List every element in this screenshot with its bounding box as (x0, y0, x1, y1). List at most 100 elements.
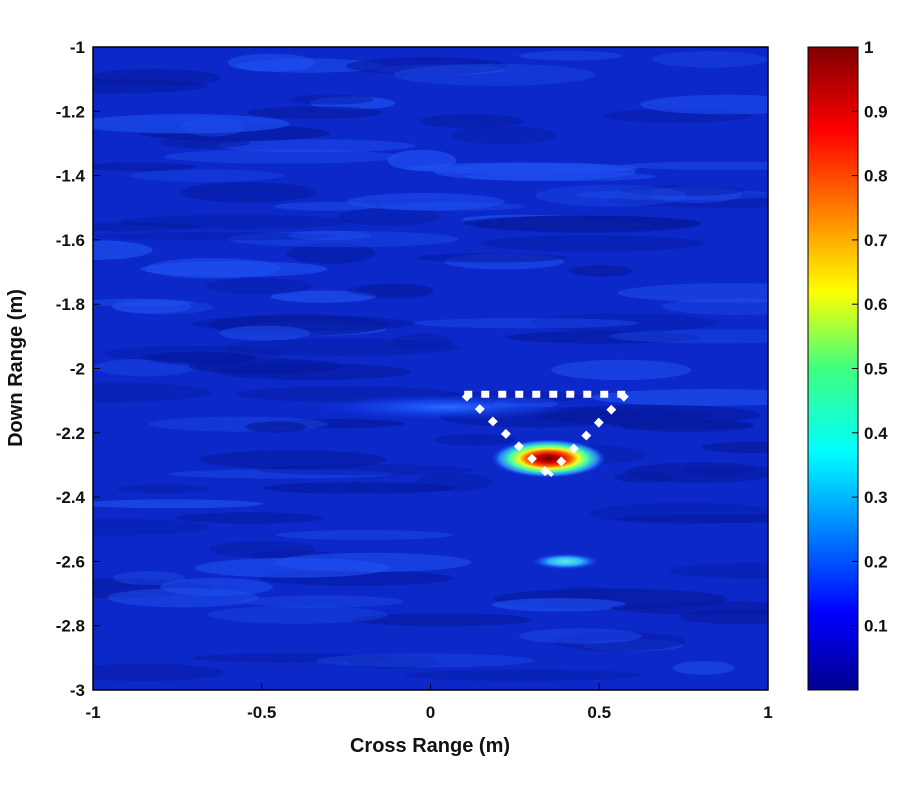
texture-streak (245, 421, 307, 433)
texture-streak (345, 654, 440, 669)
colorbar-tick-label: 0.2 (864, 552, 888, 571)
texture-streak (405, 162, 639, 174)
texture-streak (640, 94, 768, 115)
texture-streak (93, 499, 263, 509)
texture-streak (227, 230, 459, 248)
texture-streak (415, 472, 494, 492)
texture-streak (206, 277, 313, 295)
texture-streak (270, 290, 376, 303)
texture-streak (315, 653, 535, 668)
texture-streak (140, 261, 328, 277)
texture-streak (129, 169, 285, 182)
texture-streak (163, 149, 402, 164)
y-tick-label: -1.2 (56, 102, 85, 121)
colorbar-tick-label: 0.1 (864, 617, 888, 636)
y-axis-label: Down Range (m) (5, 289, 27, 447)
plot-area (92, 46, 769, 691)
texture-streak (492, 598, 627, 612)
texture-streak (701, 441, 768, 454)
texture-streak (199, 450, 388, 470)
texture-streak (112, 571, 186, 585)
texture-streak (535, 184, 687, 207)
texture-streak (356, 283, 434, 300)
texture-streak (93, 298, 194, 307)
x-tick-label: 1 (763, 703, 772, 722)
texture-streak (419, 114, 524, 129)
texture-streak (551, 359, 692, 381)
texture-streak (117, 484, 210, 494)
texture-streak (613, 471, 675, 483)
texture-streak (621, 185, 745, 196)
y-tick-label: -2.4 (56, 488, 86, 507)
texture-streak (175, 512, 324, 524)
x-tick-label: 0 (426, 703, 435, 722)
y-tick-label: -2.8 (56, 617, 85, 636)
texture-streak (581, 639, 683, 652)
texture-streak (104, 345, 283, 362)
texture-streak (450, 126, 558, 145)
texture-streak (181, 117, 245, 137)
y-tick-label: -1.6 (56, 231, 85, 250)
texture-streak (351, 613, 533, 627)
texture-streak (552, 631, 686, 652)
texture-streak (209, 541, 316, 558)
y-tick-label: -1 (70, 38, 85, 57)
texture-streak (667, 562, 768, 579)
y-tick-label: -2 (70, 360, 85, 379)
x-tick-label: -0.5 (247, 703, 276, 722)
texture-streak (216, 139, 416, 153)
texture-streak (241, 595, 404, 608)
texture-streak (93, 382, 212, 403)
texture-streak (234, 58, 384, 73)
texture-streak (463, 215, 702, 231)
texture-streak (179, 182, 317, 203)
texture-streak (615, 514, 768, 524)
texture-streak (338, 207, 441, 226)
triangle-right-edge (546, 391, 629, 478)
texture-streak (346, 193, 505, 211)
x-tick-label: 0.5 (587, 703, 611, 722)
texture-streak (96, 232, 337, 241)
texture-streak (93, 518, 210, 536)
texture-streak (682, 466, 757, 475)
hotspot (531, 553, 600, 570)
texture-streak (286, 242, 376, 264)
texture-streak (391, 333, 453, 351)
y-tick-label: -1.4 (56, 167, 86, 186)
texture-streak (610, 601, 768, 615)
texture-streak (673, 661, 735, 675)
texture-streak (208, 605, 388, 624)
triangle-left-edge (461, 391, 552, 478)
x-axis-label: Cross Range (m) (350, 735, 510, 757)
texture-streak (506, 330, 700, 344)
texture-streak (413, 317, 640, 329)
texture-streak (575, 189, 768, 200)
colorbar-tick-label: 0.3 (864, 488, 888, 507)
texture-streak (222, 338, 462, 356)
texture-streak (93, 78, 209, 94)
texture-streak (93, 114, 290, 134)
texture-streak (273, 552, 471, 572)
texture-streak (346, 56, 508, 75)
texture-streak (93, 240, 153, 260)
texture-streak (309, 96, 396, 110)
texture-streak (347, 283, 434, 297)
x-tick-label: -1 (85, 703, 100, 722)
colorbar-tick-label: 0.8 (864, 167, 888, 186)
texture-streak (532, 404, 761, 425)
texture-streak (434, 434, 516, 446)
texture-streak (404, 669, 642, 682)
texture-streak (93, 222, 203, 232)
colorbar-tick-label: 0.6 (864, 295, 888, 314)
texture-streak (93, 162, 197, 172)
texture-streak (219, 325, 311, 341)
texture-streak (608, 193, 768, 208)
texture-streak (160, 136, 251, 149)
texture-streak (622, 161, 768, 170)
texture-streak (288, 230, 372, 241)
texture-streak (650, 185, 742, 203)
y-tick-label: -2.2 (56, 424, 85, 443)
texture-streak (393, 63, 596, 86)
hotspot (312, 394, 583, 420)
